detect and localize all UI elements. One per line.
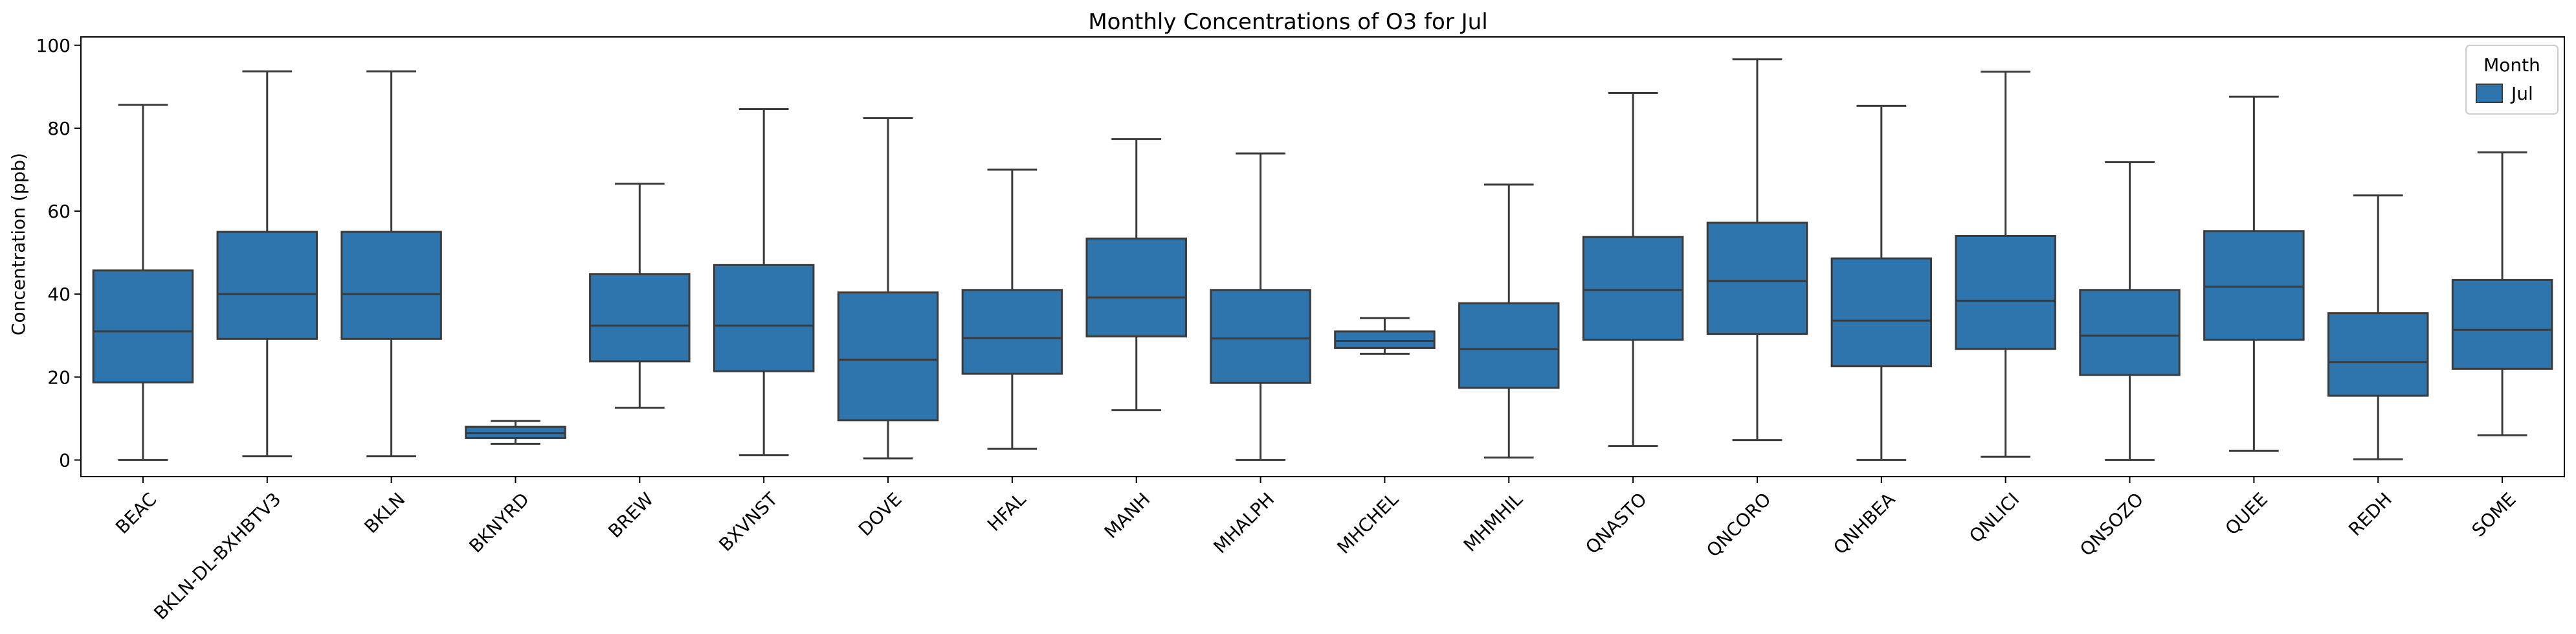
box-group [1706, 58, 1808, 442]
x-tick-label: MHCHEL [1333, 488, 1403, 558]
box-group [2327, 194, 2429, 460]
x-tick-label: MHMHIL [1460, 488, 1527, 556]
box-iqr [340, 231, 442, 340]
y-tick-label: 100 [36, 35, 71, 56]
y-tick-label: 40 [47, 284, 71, 305]
x-tick-label: HFAL [983, 488, 1030, 536]
box-group [465, 420, 566, 445]
box-group [1458, 183, 1560, 459]
x-tick-label: SOME [2468, 488, 2520, 541]
x-tick-label: QUEE [2221, 488, 2272, 539]
y-tick-label: 0 [59, 449, 71, 471]
box-iqr [2451, 278, 2553, 370]
y-tick-label: 60 [47, 201, 71, 222]
box-group [1334, 317, 1436, 355]
box-group [1830, 104, 1933, 461]
box-group [837, 117, 939, 460]
y-tick-label: 80 [47, 118, 71, 139]
box-iqr [1334, 330, 1436, 349]
y-tick-label: 20 [47, 367, 71, 388]
legend-label-jul: Jul [2510, 83, 2533, 104]
box-group [1210, 152, 1311, 461]
legend: Month Jul [2465, 45, 2559, 115]
box-iqr [92, 269, 194, 384]
y-axis-label: Concentration (ppb) [8, 153, 29, 335]
legend-title: Month [2483, 54, 2540, 76]
box-iqr [216, 231, 318, 340]
x-tick-label: BXVNST [715, 488, 782, 556]
box-iqr [961, 289, 1063, 375]
plot-frame [80, 36, 2565, 477]
chart-title: Monthly Concentrations of O3 for Jul [1088, 9, 1487, 35]
legend-swatch-jul [2476, 84, 2503, 103]
box-iqr [713, 264, 815, 372]
x-tick-label: QNSOZO [2076, 488, 2148, 560]
box-iqr [1085, 237, 1187, 337]
x-tick-label: REDH [2344, 488, 2396, 540]
box-iqr [589, 273, 691, 363]
x-tick-label: BEAC [111, 488, 161, 538]
box-iqr [1955, 234, 2056, 350]
box-group [2079, 161, 2181, 461]
box-group [1582, 91, 1684, 447]
box-iqr [1830, 257, 1933, 368]
x-tick-label: BKLN [361, 488, 410, 538]
box-iqr [2203, 230, 2305, 341]
box-group [1955, 71, 2056, 458]
box-group [961, 168, 1063, 450]
x-tick-label: BKNYRD [465, 488, 533, 557]
box-group [2203, 95, 2305, 452]
x-tick-label: BREW [604, 488, 658, 542]
box-iqr [1582, 236, 1684, 341]
box-group [589, 183, 691, 409]
box-iqr [2079, 289, 2181, 376]
box-group [340, 70, 442, 458]
x-tick-label: MHALPH [1210, 488, 1279, 558]
box-iqr [2327, 312, 2429, 397]
x-tick-label: QNHBEA [1829, 488, 1899, 558]
box-iqr [1458, 302, 1560, 389]
box-group [713, 108, 815, 457]
x-tick-label: MANH [1100, 488, 1155, 543]
x-tick-label: BKLN-DL-BXHBTV3 [150, 488, 285, 624]
x-tick-label: QNCORO [1702, 488, 1775, 561]
box-iqr [837, 291, 939, 422]
box-group [216, 70, 318, 458]
box-group [92, 104, 194, 461]
x-tick-label: DOVE [854, 488, 906, 540]
box-group [1085, 138, 1187, 412]
box-iqr [1210, 289, 1311, 384]
box-iqr [1706, 221, 1808, 335]
box-group [2451, 151, 2553, 436]
x-tick-label: QNASTO [1581, 488, 1651, 558]
x-tick-label: QNLICI [1965, 488, 2023, 547]
